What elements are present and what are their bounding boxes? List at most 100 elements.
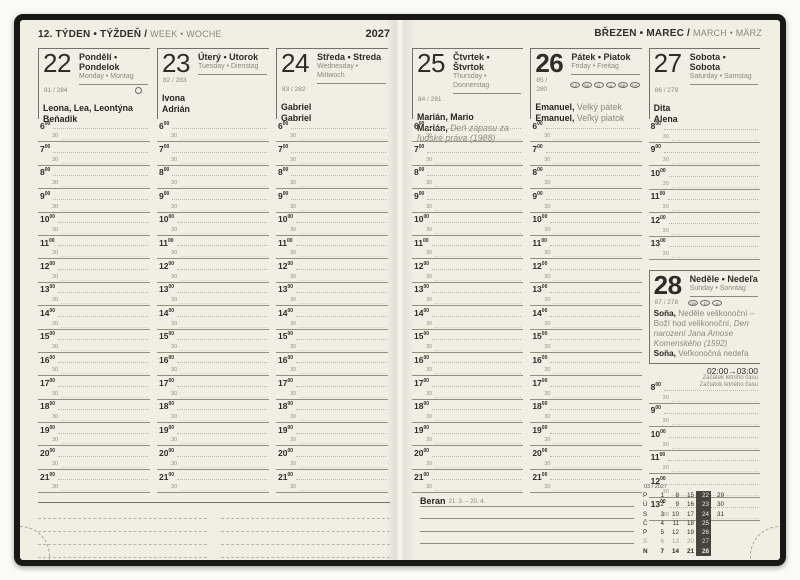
- half-hour-rule: [61, 326, 148, 328]
- mini-calendar-cell: 5: [660, 529, 664, 537]
- half-hour-rule: [299, 186, 386, 188]
- right-page: BŘEZEN • MAREC / MARCH • MÄRZ 25 Čtvrtek…: [400, 20, 780, 560]
- half-hour-rule: [553, 209, 640, 211]
- half-hour-rule: [180, 396, 267, 398]
- half-hour-rule: [553, 162, 640, 164]
- half-hour-rule: [180, 490, 267, 492]
- mini-calendar-cell: 25: [696, 518, 711, 529]
- half-hour-rule: [299, 443, 386, 445]
- hour-slot: 900 30: [648, 143, 760, 166]
- mini-calendar-cell: 12: [671, 529, 679, 537]
- hour-slot: 1000 30: [38, 213, 150, 236]
- mini-calendar-header: 03 / 2027: [644, 484, 667, 490]
- hour-slot: 2000 30: [412, 446, 524, 470]
- mini-calendar-cell: 27: [696, 537, 711, 547]
- hour-slot: 700 30: [38, 142, 150, 166]
- mini-calendar-cell: 19: [686, 529, 694, 537]
- hour-slot: 1400 30: [276, 306, 388, 330]
- half-hour-rule: [299, 326, 386, 328]
- hour-rule: [663, 128, 758, 130]
- day-number-holiday: 26: [535, 48, 564, 78]
- half-hour-rule: [553, 186, 640, 188]
- half-hour-rule: [553, 326, 640, 328]
- hour-slot: 600 30: [412, 119, 524, 143]
- day-column-friday: 26 Pátek • Piatok Friday • Freitag 85 / …: [530, 48, 648, 521]
- half-hour-rule: [180, 162, 267, 164]
- half-hour-rule: [553, 232, 640, 234]
- left-page: 12. TÝDEN • TÝŽDEŇ / WEEK • WOCHE 2027 2…: [20, 20, 400, 560]
- hour-rule: [172, 198, 267, 200]
- right-day-columns: 25 Čtvrtek • Štvrtok Thursday • Donnerst…: [412, 48, 762, 521]
- hour-rule: [550, 268, 640, 270]
- hour-rule: [291, 198, 386, 200]
- zodiac-line: Beran 21. 3. – 20. 4.: [420, 494, 634, 507]
- mini-calendar-cell: 14: [671, 547, 679, 555]
- half-hour-rule: [61, 490, 148, 492]
- hour-slot: 2000 30: [276, 446, 388, 470]
- hour-slot: 1800 30: [412, 400, 524, 424]
- holiday-name-sk: Veľkonočná nedeľa: [675, 349, 749, 358]
- day-header-monday: 22 Pondělí • Pondelok Monday • Montag 81…: [38, 48, 150, 124]
- half-hour-rule: [299, 256, 386, 258]
- mini-calendar-cell: 29: [716, 492, 724, 499]
- mini-calendar-cell: [711, 547, 726, 556]
- mini-calendar-cell: 16: [686, 501, 694, 509]
- day-number-holiday: 28: [653, 270, 682, 300]
- day-header-saturday: 27 Sobota • Sobota Saturday • Samstag 86…: [648, 48, 760, 124]
- half-hour-rule: [61, 466, 148, 468]
- schedule-wednesday: 600 30 700 30 800 30: [276, 119, 388, 494]
- note-line: [420, 519, 634, 532]
- hour-rule: [296, 338, 386, 340]
- mini-calendar-grid: P 1 8 15 22 29 Ú 2 9 16 23 30 S 3 10 17 24 31 Č 4 11 18 25 P 5 12…: [642, 491, 742, 557]
- day-name-intl: Monday • Montag: [79, 73, 134, 80]
- day-name-local: Čtvrtek • Štvrtok: [453, 52, 490, 72]
- day-number: 22: [43, 48, 71, 78]
- day-header-tuesday: 23 Úterý • Utorok Tuesday • Dienstag 82 …: [157, 48, 269, 119]
- hour-slot: 1500 30: [38, 330, 150, 353]
- hour-rule: [296, 409, 386, 411]
- mini-calendar-cell: 13: [671, 538, 679, 546]
- hour-rule: [177, 409, 267, 411]
- mini-calendar-cell: 15: [686, 492, 694, 499]
- day-name-block: Sobota • Sobota Saturday • Samstag: [689, 51, 758, 85]
- hour-rule: [432, 432, 522, 434]
- half-hour-rule: [553, 490, 640, 492]
- hour-rule: [172, 128, 267, 130]
- half-hour-rule: [553, 303, 640, 305]
- half-hour-rule: [180, 373, 267, 375]
- note-line: [38, 519, 207, 533]
- hour-slot: 1600 30: [412, 353, 524, 377]
- holiday-name-cz: Velký pátek: [574, 102, 622, 112]
- hour-rule: [668, 483, 758, 485]
- half-hour-rule: [553, 443, 640, 445]
- half-hour-rule: [671, 494, 758, 496]
- half-hour-rule: [180, 279, 267, 281]
- day-column-thursday: 25 Čtvrtek • Štvrtok Thursday • Donnerst…: [412, 48, 530, 521]
- day-header-sunday: 28 Neděle • Nedeľa Sunday • Sonntag 87 /…: [648, 270, 760, 364]
- half-hour-rule: [180, 256, 267, 258]
- day-name-local: Pondělí • Pondelok: [79, 52, 120, 72]
- country-badge-icon: D: [593, 82, 604, 88]
- mini-calendar-cell: 10: [671, 510, 679, 518]
- mini-calendar-cell: Ú: [643, 501, 648, 509]
- mini-calendar-cell: 30: [716, 501, 724, 509]
- holiday-name-sk: Veľký piatok: [574, 112, 625, 123]
- hour-slot: 1500 30: [530, 330, 642, 353]
- note-line: [420, 507, 634, 519]
- half-hour-rule: [299, 373, 386, 375]
- schedule-thursday: 600 30 700 30 800 30: [412, 119, 524, 494]
- holiday-country-badges: GB D A: [688, 299, 723, 306]
- observance-note: Den narození Jana Amose Komenského (1592…: [653, 319, 749, 348]
- half-hour-rule: [299, 490, 386, 492]
- observance-note: Deň zápasu za ľudské práva (1988): [417, 122, 509, 144]
- namedays-friday: Emanuel, Velký pátek Emanuel, Veľký piat…: [535, 102, 625, 123]
- daylight-saving-note: 02:00→03:00 Začátek letního času Začiato…: [700, 367, 758, 389]
- left-page-header: 12. TÝDEN • TÝŽDEŇ / WEEK • WOCHE 2027: [38, 28, 390, 45]
- day-header-friday: 26 Pátek • Piatok Friday • Freitag 85 / …: [530, 48, 642, 123]
- hour-slot: 1900 30: [38, 423, 150, 447]
- day-number: 27: [653, 48, 682, 78]
- day-name-intl: Wednesday • Mittwoch: [317, 63, 359, 79]
- hour-slot: 1700 30: [157, 376, 269, 400]
- hour-rule: [550, 479, 640, 481]
- note-line: [221, 506, 390, 520]
